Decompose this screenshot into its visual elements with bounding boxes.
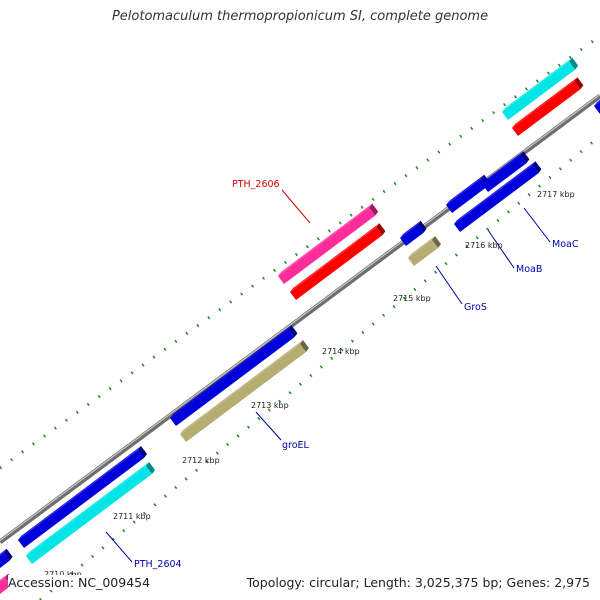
feature-blue-2713-side-face <box>288 325 298 338</box>
feature-moab-side-face <box>532 161 542 174</box>
feature-pth-2606-red-side-face <box>376 223 386 236</box>
feature-moac-top-face <box>482 151 524 184</box>
feature-blue-top-right <box>594 99 600 114</box>
gene-label-pth-2606: PTH_2606 <box>232 179 280 190</box>
tick-row-inner <box>39 134 600 600</box>
feature-pth-2604 <box>26 462 155 564</box>
feature-cyan-top-front-face <box>502 61 576 120</box>
feature-pth-2604-side-face <box>146 462 155 474</box>
feature-blue-2716a-front-face <box>446 178 488 213</box>
feature-pink-left-top-face <box>0 573 9 582</box>
feature-cyan-top-side-face <box>569 57 579 70</box>
feature-moab-top-face <box>454 161 536 224</box>
gene-label-moab: MoaB <box>516 264 542 275</box>
feature-pth-2606-pink-side-face <box>369 203 379 216</box>
feature-moab <box>454 161 542 232</box>
feature-pth-2604-front-face <box>26 466 152 564</box>
tick-row-outer <box>0 34 600 470</box>
feature-blue-far-left <box>0 548 13 568</box>
feature-red-top-side-face <box>574 77 584 90</box>
feature-red-top <box>512 77 584 136</box>
feature-groel <box>180 340 309 442</box>
feature-blue-2711-top-face <box>18 446 141 540</box>
feature-moac <box>482 151 530 192</box>
scale-label-2714: 2714 kbp <box>322 347 360 356</box>
feature-pth-2606-red-top-face <box>290 223 380 292</box>
feature-blue-2711 <box>18 446 147 548</box>
feature-blue-2715-side-face <box>417 220 427 233</box>
feature-groel-top-face <box>180 340 303 434</box>
leader-lines <box>105 189 551 563</box>
feature-groel-front-face <box>180 344 306 442</box>
feature-red-top-front-face <box>512 81 581 136</box>
feature-blue-2713-top-face <box>170 325 292 418</box>
feature-moab-front-face <box>454 165 539 232</box>
scale-label-2713: 2713 kbp <box>251 401 289 410</box>
gene-label-pth-2604: PTH_2604 <box>134 559 182 570</box>
feature-pink-left-front-face <box>0 577 12 594</box>
feature-blue-2713-front-face <box>170 329 295 426</box>
feature-gros-front-face <box>408 240 438 266</box>
map-title: Pelotomaculum thermopropionicum SI, comp… <box>111 9 489 24</box>
feature-cyan-top <box>502 57 579 120</box>
feature-blue-far-left-top-face <box>0 548 7 556</box>
feature-gros-top-face <box>408 236 435 258</box>
feature-moac-front-face <box>482 155 527 192</box>
feature-blue-top-right-front-face <box>594 101 600 114</box>
feature-pth-2604-top-face <box>26 462 149 556</box>
feature-blue-2715-front-face <box>400 224 424 246</box>
feature-gros-side-face <box>432 236 441 248</box>
scale-label-2716: 2716 kbp <box>465 241 503 250</box>
feature-blue-2711-front-face <box>18 450 144 548</box>
feature-blue-2715 <box>400 220 427 246</box>
gene-label-moac: MoaC <box>552 239 579 250</box>
feature-blue-2716a-top-face <box>446 174 485 205</box>
scale-label-2711: 2711 kbp <box>113 512 151 521</box>
gene-features <box>0 57 600 594</box>
topology-text: Topology: circular; Length: 3,025,375 bp… <box>246 575 590 590</box>
feature-pth-2606-pink-top-face <box>278 203 373 276</box>
feature-gros <box>408 236 441 266</box>
gene-label-gros: GroS <box>464 302 487 313</box>
feature-moac-side-face <box>520 151 530 164</box>
feature-blue-far-left-side-face <box>3 548 13 561</box>
feature-pth-2606-red-front-face <box>290 227 383 300</box>
feature-cyan-top-top-face <box>502 57 573 112</box>
feature-blue-2715-top-face <box>400 220 421 238</box>
feature-groel-side-face <box>300 340 309 352</box>
feature-pth-2606-pink-front-face <box>278 207 376 284</box>
feature-red-top-top-face <box>512 77 578 128</box>
feature-pth-2606-pink <box>278 203 379 284</box>
scale-labels: 2710 kbp 2711 kbp 2712 kbp 2713 kbp 2714… <box>44 190 575 579</box>
scale-label-2715: 2715 kbp <box>393 294 431 303</box>
feature-blue-far-left-front-face <box>0 552 10 568</box>
gene-label-groel: groEL <box>282 440 310 451</box>
scale-label-2712: 2712 kbp <box>182 456 220 465</box>
feature-blue-2713 <box>170 325 298 426</box>
gene-labels: PTH_2606 groEL GroS MoaB MoaC PTH_2604 <box>134 179 579 570</box>
feature-pth-2606-red <box>290 223 386 300</box>
accession-text: Accession: NC_009454 <box>8 575 151 590</box>
scale-label-2710: 2710 kbp <box>44 570 82 579</box>
feature-blue-2711-side-face <box>138 446 147 458</box>
scale-label-2717: 2717 kbp <box>537 190 575 199</box>
feature-blue-top-right-top-face <box>594 99 600 106</box>
